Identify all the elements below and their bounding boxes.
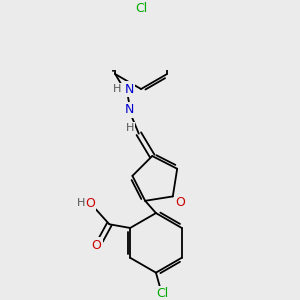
Text: O: O xyxy=(175,196,185,209)
Text: O: O xyxy=(85,197,95,210)
Text: O: O xyxy=(92,238,102,252)
Text: Cl: Cl xyxy=(135,2,147,15)
Text: H: H xyxy=(77,198,85,208)
Text: N: N xyxy=(124,103,134,116)
Text: H: H xyxy=(126,123,134,133)
Text: Cl: Cl xyxy=(156,287,168,300)
Text: N: N xyxy=(124,82,134,95)
Text: H: H xyxy=(113,84,122,94)
